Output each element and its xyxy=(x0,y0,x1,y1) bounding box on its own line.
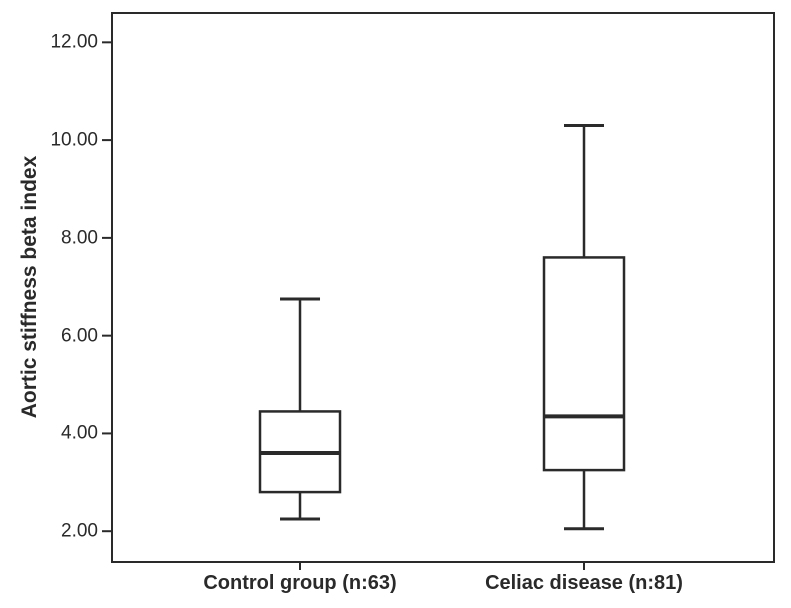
x-category-label: Celiac disease (n:81) xyxy=(485,572,683,594)
y-tick-label: 10.00 xyxy=(50,129,98,151)
y-tick-label: 2.00 xyxy=(61,520,98,542)
plot-frame xyxy=(111,12,775,563)
y-tick-label: 4.00 xyxy=(61,422,98,444)
y-tick-label: 6.00 xyxy=(61,325,98,347)
iqr-box xyxy=(542,256,626,472)
y-tick-label: 8.00 xyxy=(61,227,98,249)
y-axis-title: Aortic stiffness beta index xyxy=(18,155,41,419)
x-category-label: Control group (n:63) xyxy=(203,572,397,594)
y-tick-label: 12.00 xyxy=(50,31,98,53)
